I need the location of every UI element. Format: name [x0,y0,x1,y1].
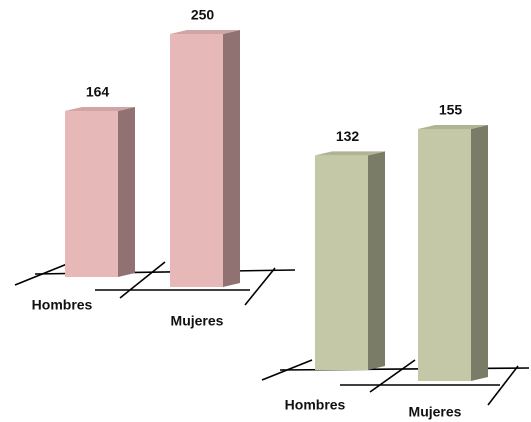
value-label: 155 [439,102,463,118]
value-label: 132 [336,128,360,144]
value-label: 250 [191,7,215,23]
bar-side [471,125,488,381]
bar-top [418,125,488,129]
bar-front [315,155,368,370]
bar-side [223,30,240,287]
bar-top [65,107,135,112]
category-label: Mujeres [171,313,224,329]
category-label: Mujeres [409,404,462,420]
bar-front [418,129,471,381]
category-label: Hombres [32,297,93,313]
bar-side [368,151,385,370]
bar-front [65,111,118,277]
bar-top [315,151,385,156]
value-label: 164 [86,84,110,100]
bar-front [170,34,223,287]
category-label: Hombres [285,397,346,413]
bar-top [170,30,240,34]
bar-side [118,107,135,277]
